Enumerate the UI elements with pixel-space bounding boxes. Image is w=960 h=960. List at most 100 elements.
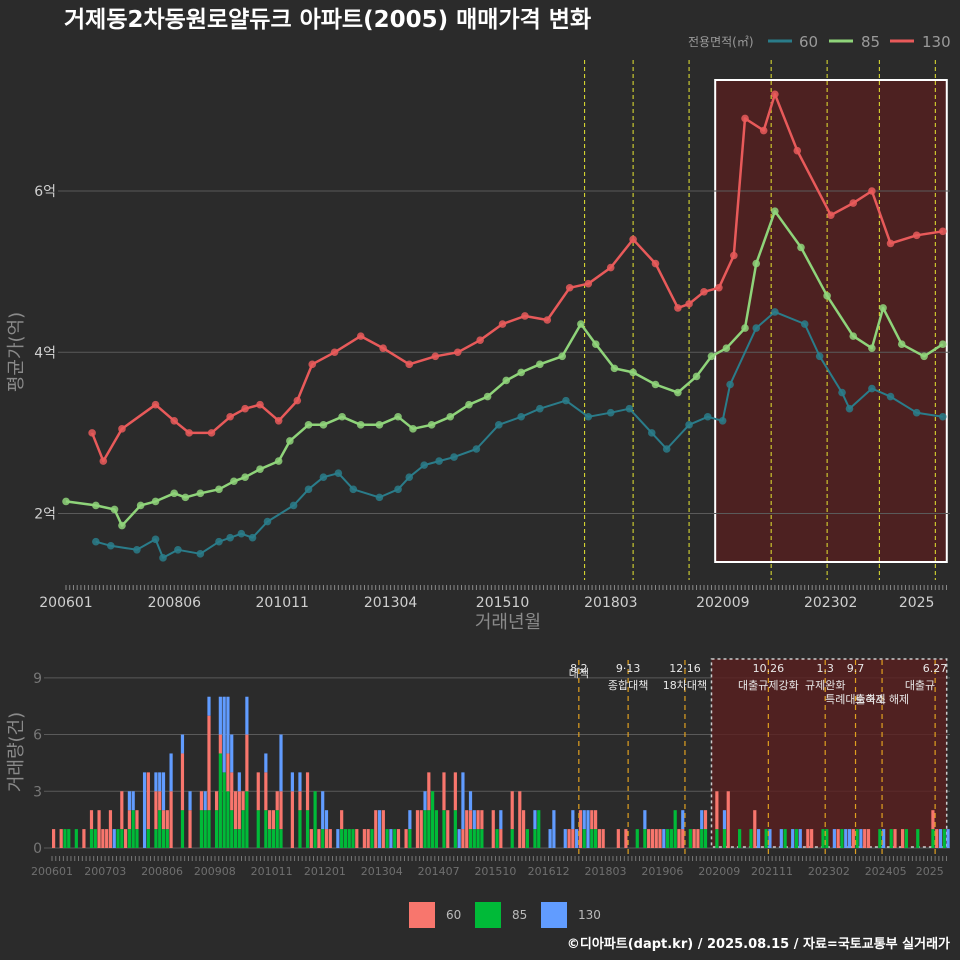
volume-bar-85	[214, 810, 219, 848]
series-point-130	[256, 400, 264, 409]
series-point-130	[405, 360, 414, 369]
volume-bar-85	[878, 829, 882, 848]
series-point-130	[730, 251, 738, 260]
volume-panel: 0 3 6 9 200601 200703 200806 200908 201011 201201…	[31, 658, 950, 878]
series-point-60	[151, 535, 160, 544]
volume-bar-85	[154, 829, 158, 848]
volume-bar-85	[146, 829, 150, 848]
volume-bar-60	[715, 791, 719, 830]
volume-bar-130	[722, 810, 727, 830]
legend-item-60: 60	[768, 33, 818, 51]
policy-name-label: 18차대책	[663, 679, 707, 692]
volume-bar-60	[218, 734, 222, 754]
series-point-60	[159, 554, 167, 562]
series-point-85	[375, 421, 384, 429]
series-point-60	[375, 493, 384, 502]
volume-bar-85	[222, 772, 226, 848]
volume-bar-130	[563, 829, 567, 848]
volume-bar-60	[810, 829, 814, 848]
volume-x-tick-label: 202009	[698, 865, 740, 878]
volume-bar-85	[916, 829, 920, 848]
volume-bar-130	[791, 829, 795, 848]
volume-bar-130	[552, 810, 556, 848]
policy-name-label: 토허제 해제	[855, 692, 909, 706]
series-point-85	[558, 352, 567, 361]
series-point-60	[838, 388, 846, 397]
price-panel: 2억 4억 6억 200601 200806 201011 201304 201510 2018…	[34, 60, 950, 611]
volume-bar-60	[836, 829, 840, 848]
volume-bar-60	[82, 829, 86, 848]
series-point-85	[62, 497, 70, 506]
series-point-85	[465, 400, 473, 409]
volume-bar-60	[161, 810, 166, 830]
volume-bar-60	[154, 791, 158, 830]
volume-bar-85	[700, 829, 704, 848]
volume-bar-60	[268, 810, 272, 830]
volume-bar-130	[847, 829, 852, 848]
volume-bar-130	[859, 829, 863, 848]
series-point-85	[241, 473, 249, 482]
series-point-60	[92, 537, 100, 546]
series-point-85	[409, 425, 417, 433]
volume-bar-130	[154, 772, 158, 792]
volume-bar-85	[582, 829, 586, 848]
volume-bar-60	[271, 810, 276, 830]
volume-bar-85	[510, 829, 514, 848]
series-point-85	[692, 372, 701, 381]
volume-bar-130	[844, 829, 848, 848]
volume-bar-60	[317, 829, 321, 848]
series-point-130	[151, 400, 160, 409]
series-point-60	[662, 445, 671, 453]
series-point-60	[752, 324, 761, 332]
series-point-130	[827, 211, 835, 219]
volume-bar-60	[499, 829, 503, 848]
series-point-130	[565, 283, 574, 292]
volume-bar-60	[305, 772, 310, 811]
volume-bar-85	[298, 810, 302, 848]
series-point-130	[793, 146, 802, 155]
volume-bar-60	[593, 810, 598, 830]
policy-date-label: 9·13	[616, 662, 641, 675]
series-point-60	[494, 421, 503, 429]
volume-bar-85	[643, 829, 647, 848]
volume-bar-60	[654, 829, 658, 848]
volume-bar-85	[116, 829, 120, 848]
series-point-60	[394, 485, 402, 494]
volume-bar-85	[158, 810, 162, 848]
price-x-tick-label: 201011	[256, 595, 309, 611]
volume-legend-swatch-60	[409, 902, 435, 928]
volume-bar-60	[753, 810, 757, 848]
volume-bar-60	[476, 810, 480, 830]
series-point-130	[629, 235, 637, 244]
volume-bar-130	[112, 829, 116, 848]
volume-bar-85	[370, 829, 374, 848]
volume-bar-85	[313, 791, 317, 848]
series-point-85	[181, 493, 190, 502]
volume-bar-85	[537, 810, 541, 848]
series-point-60	[196, 550, 205, 558]
series-point-60	[868, 384, 876, 393]
series-point-130	[938, 227, 947, 236]
volume-bar-60	[89, 810, 94, 830]
volume-bar-60	[480, 810, 484, 830]
volume-bar-85	[453, 810, 457, 848]
price-y-tick-label: 4억	[34, 345, 56, 361]
volume-bar-130	[188, 791, 192, 811]
volume-bar-130	[180, 734, 185, 754]
series-point-130	[356, 332, 365, 340]
volume-bar-60	[446, 810, 450, 848]
series-point-60	[718, 416, 727, 425]
volume-bar-60	[415, 810, 420, 848]
volume-bar-85	[131, 810, 135, 848]
volume-bar-130	[290, 772, 294, 792]
series-point-130	[118, 425, 126, 433]
volume-bar-60	[199, 791, 204, 811]
volume-bar-85	[593, 829, 598, 848]
volume-bar-60	[146, 772, 150, 830]
series-point-60	[703, 412, 712, 421]
volume-bar-60	[362, 829, 366, 848]
series-point-130	[685, 300, 693, 308]
series-point-85	[651, 380, 660, 389]
volume-x-tick-label: 201304	[361, 865, 403, 878]
